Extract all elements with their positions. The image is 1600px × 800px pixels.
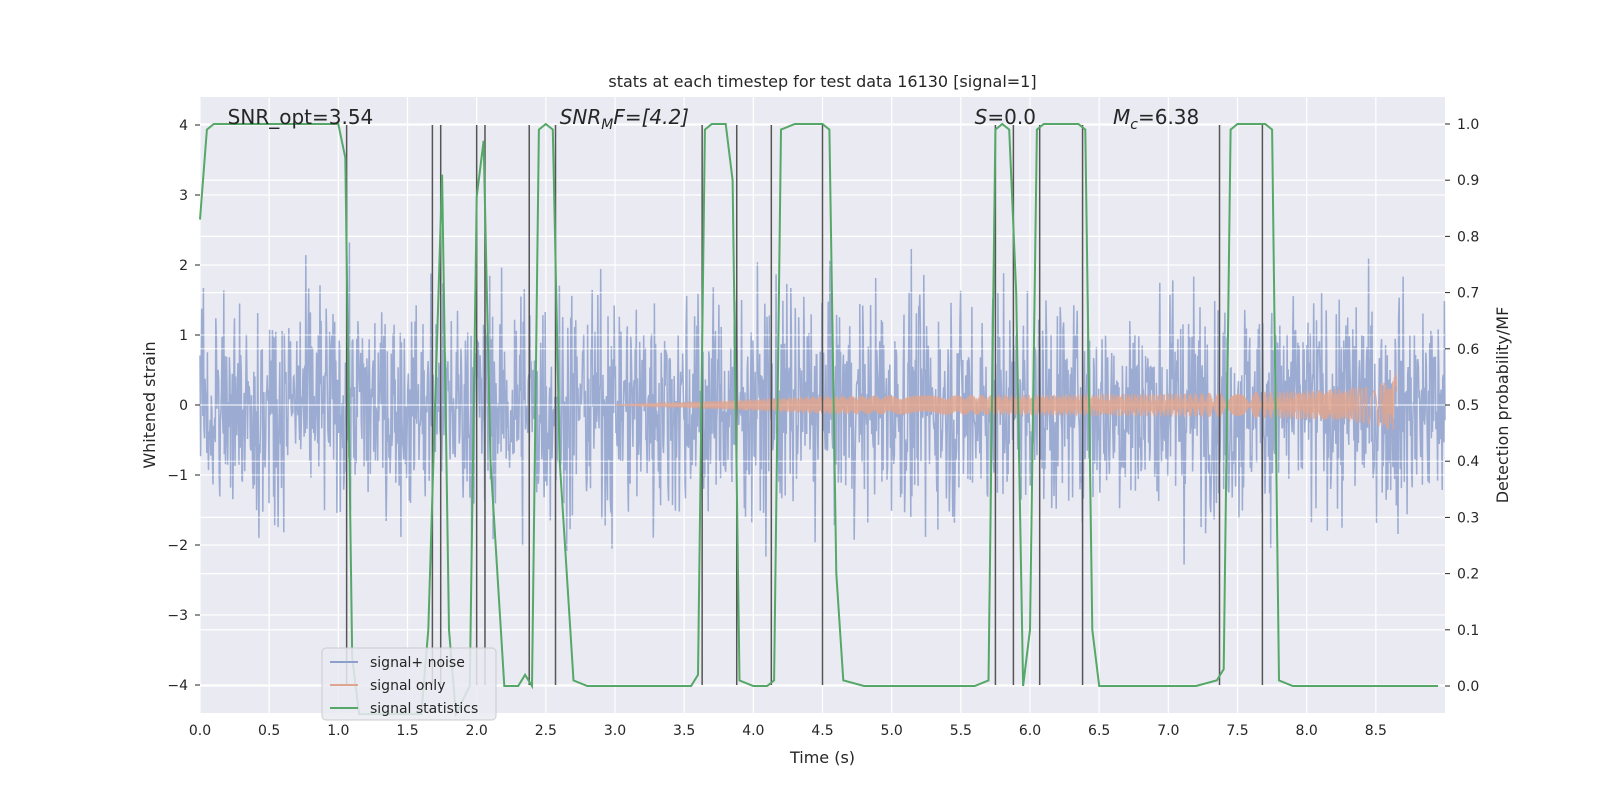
y-tick-label: −3 — [167, 608, 188, 624]
x-axis-label: Time (s) — [789, 748, 855, 767]
annotation-snr-mf-sub: M — [601, 117, 613, 133]
y-tick-label: −4 — [167, 678, 188, 694]
chart-title: stats at each timestep for test data 161… — [608, 72, 1036, 91]
x-tick-label: 2.0 — [466, 723, 488, 739]
annotation-snr-mf-rest: F=[4.2] — [613, 105, 689, 129]
y-tick-label: 1 — [179, 328, 188, 344]
annotation-snr-mf-main: SNR — [560, 105, 602, 129]
x-tick-label: 4.0 — [742, 723, 764, 739]
annotation-snr-mf: SNRMF=[4.2] — [560, 105, 689, 133]
annotation-mc-main: M — [1113, 105, 1130, 129]
y2-tick-label: 0.4 — [1457, 454, 1479, 470]
x-tick-label: 5.5 — [950, 723, 972, 739]
legend-label-signal-noise: signal+ noise — [370, 655, 465, 671]
x-tick-label: 0.0 — [189, 723, 211, 739]
annotation-s: S=0.0 — [975, 105, 1036, 129]
legend-label-signal-statistics: signal statistics — [370, 701, 478, 717]
x-tick-label: 8.5 — [1365, 723, 1387, 739]
annotation-snr-opt: SNR_opt=3.54 — [228, 105, 374, 129]
y2-tick-label: 0.8 — [1457, 229, 1479, 245]
x-tick-label: 1.5 — [396, 723, 418, 739]
y2-tick-label: 0.5 — [1457, 398, 1479, 414]
x-tick-label: 6.5 — [1088, 723, 1110, 739]
y2-tick-label: 1.0 — [1457, 117, 1479, 133]
annotation-mc-rest: =6.38 — [1138, 105, 1199, 129]
y-tick-label: 0 — [179, 398, 188, 414]
x-tick-label: 1.0 — [327, 723, 349, 739]
y2-tick-label: 0.1 — [1457, 623, 1479, 639]
y2-tick-label: 0.6 — [1457, 342, 1479, 358]
x-tick-label: 8.0 — [1296, 723, 1318, 739]
y-axis-label: Whitened strain — [140, 341, 159, 468]
annotation-mc: Mc=6.38 — [1113, 105, 1199, 133]
x-tick-label: 6.0 — [1019, 723, 1041, 739]
x-tick-label: 3.0 — [604, 723, 626, 739]
y2-tick-label: 0.9 — [1457, 173, 1479, 189]
x-tick-label: 3.5 — [673, 723, 695, 739]
legend: signal+ noise signal only signal statist… — [321, 647, 497, 721]
axes: 0.0 0.5 1.0 1.5 2.0 2.5 3.0 3.5 4.0 4.5 5.0 5.5 6.0 6… — [167, 117, 1479, 739]
legend-label-signal-only: signal only — [370, 678, 445, 694]
y-tick-label: −1 — [167, 468, 188, 484]
y-tick-label: 2 — [179, 258, 188, 274]
annotation-s-main: S — [975, 105, 988, 129]
y-tick-label: 4 — [179, 118, 188, 134]
y-tick-label: −2 — [167, 538, 188, 554]
vertical-markers — [345, 125, 1264, 685]
signal-only-line — [615, 372, 1398, 430]
y2-tick-label: 0.7 — [1457, 286, 1479, 302]
x-tick-label: 2.5 — [535, 723, 557, 739]
x-tick-label: 5.0 — [881, 723, 903, 739]
x-tick-label: 4.5 — [811, 723, 833, 739]
x-tick-label: 0.5 — [258, 723, 280, 739]
legend-box — [321, 647, 497, 721]
y2-tick-label: 0.0 — [1457, 679, 1479, 695]
x-tick-label: 7.0 — [1157, 723, 1179, 739]
annotation-s-rest: =0.0 — [987, 105, 1036, 129]
annotation-mc-sub: c — [1130, 117, 1138, 133]
signal-only-series — [615, 372, 1398, 430]
y2-tick-label: 0.2 — [1457, 567, 1479, 583]
y-tick-label: 3 — [179, 188, 188, 204]
x-tick-label: 7.5 — [1226, 723, 1248, 739]
y2-axis-label: Detection probability/MF — [1493, 307, 1512, 504]
y2-tick-label: 0.3 — [1457, 510, 1479, 526]
